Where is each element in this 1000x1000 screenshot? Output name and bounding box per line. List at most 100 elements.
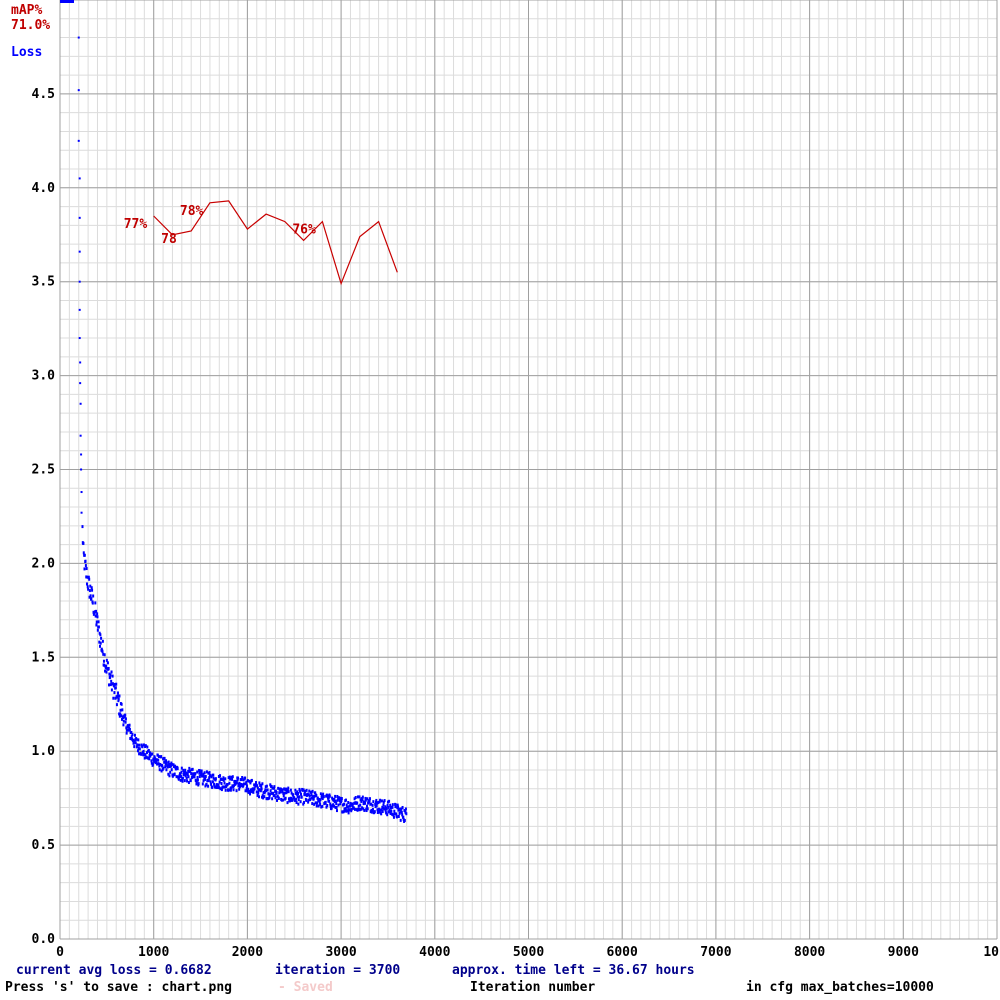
loss-point bbox=[404, 809, 407, 813]
loss-point bbox=[255, 790, 258, 794]
loss-point bbox=[200, 769, 203, 773]
loss-point bbox=[199, 769, 202, 773]
loss-point bbox=[238, 787, 241, 791]
loss-point bbox=[127, 728, 130, 732]
loss-point bbox=[187, 781, 190, 785]
loss-point bbox=[359, 807, 362, 811]
loss-point bbox=[265, 784, 268, 788]
loss-point bbox=[212, 776, 215, 780]
loss-point bbox=[133, 733, 136, 737]
loss-point bbox=[388, 810, 391, 814]
loss-point bbox=[204, 777, 207, 781]
loss-point bbox=[146, 745, 149, 749]
loss-point bbox=[286, 801, 289, 805]
loss-point bbox=[95, 620, 98, 624]
loss-point bbox=[108, 683, 111, 687]
loss-point bbox=[379, 808, 382, 812]
loss-point bbox=[340, 798, 343, 802]
loss-point bbox=[89, 594, 92, 598]
loss-point bbox=[180, 770, 183, 774]
loss-point bbox=[132, 741, 135, 745]
loss-point bbox=[107, 666, 110, 670]
chart-grid bbox=[59, 0, 998, 940]
loss-point bbox=[182, 768, 185, 772]
saved-indicator: - Saved bbox=[278, 980, 333, 995]
map-series bbox=[153, 200, 398, 286]
loss-point bbox=[200, 771, 203, 775]
loss-point bbox=[310, 796, 313, 800]
loss-point bbox=[163, 756, 166, 760]
loss-point bbox=[201, 782, 204, 786]
loss-point bbox=[99, 633, 102, 637]
loss-point bbox=[207, 784, 210, 788]
map-line bbox=[153, 200, 398, 286]
loss-point bbox=[84, 564, 87, 568]
loss-point bbox=[343, 802, 346, 806]
loss-point bbox=[360, 799, 363, 803]
loss-point bbox=[192, 772, 195, 776]
loss-point bbox=[195, 782, 198, 786]
loss-point bbox=[337, 803, 340, 807]
loss-point bbox=[375, 798, 378, 802]
loss-point bbox=[387, 810, 390, 814]
loss-point bbox=[387, 805, 390, 809]
loss-point bbox=[164, 762, 167, 766]
loss-point bbox=[104, 666, 107, 670]
loss-point bbox=[80, 491, 83, 494]
loss-point bbox=[257, 791, 260, 795]
loss-point bbox=[77, 36, 80, 39]
loss-point bbox=[293, 798, 296, 802]
loss-point bbox=[228, 781, 231, 785]
loss-point bbox=[88, 577, 91, 581]
loss-point bbox=[205, 782, 208, 786]
loss-point bbox=[294, 791, 297, 795]
map-legend-title: mAP% bbox=[11, 3, 42, 18]
loss-point bbox=[101, 639, 104, 643]
loss-point bbox=[352, 806, 355, 810]
loss-point bbox=[256, 793, 259, 797]
loss-point bbox=[397, 805, 400, 809]
loss-point bbox=[378, 810, 381, 814]
loss-point bbox=[118, 694, 121, 698]
loss-point bbox=[243, 782, 246, 786]
loss-point bbox=[312, 797, 315, 801]
loss-point bbox=[311, 802, 314, 806]
loss-point bbox=[195, 780, 198, 784]
loss-point bbox=[201, 774, 204, 778]
loss-point bbox=[345, 803, 348, 807]
loss-point bbox=[147, 749, 150, 753]
loss-point bbox=[296, 795, 299, 799]
loss-point bbox=[79, 434, 82, 437]
loss-point bbox=[275, 790, 278, 794]
loss-point bbox=[196, 778, 199, 782]
loss-point bbox=[125, 731, 128, 735]
loss-point bbox=[404, 807, 407, 811]
loss-point bbox=[102, 659, 105, 663]
loss-point bbox=[392, 815, 395, 819]
loss-point bbox=[247, 787, 250, 791]
loss-point bbox=[279, 790, 282, 794]
loss-point bbox=[276, 798, 279, 802]
loss-point bbox=[223, 781, 226, 785]
loss-point bbox=[196, 775, 199, 779]
loss-point bbox=[399, 808, 402, 812]
loss-point bbox=[217, 774, 220, 778]
loss-point bbox=[222, 776, 225, 780]
loss-point bbox=[381, 809, 384, 813]
loss-point bbox=[269, 789, 272, 793]
loss-point bbox=[78, 308, 81, 311]
loss-point bbox=[203, 771, 206, 775]
loss-point bbox=[354, 795, 357, 799]
loss-point bbox=[358, 795, 361, 799]
loss-point bbox=[357, 804, 360, 808]
loss-point bbox=[219, 774, 222, 778]
save-hint: Press 's' to save : chart.png bbox=[5, 980, 232, 995]
loss-point bbox=[224, 788, 227, 792]
loss-point bbox=[228, 775, 231, 779]
loss-point bbox=[232, 784, 235, 788]
loss-point bbox=[113, 682, 116, 686]
loss-point bbox=[151, 752, 154, 756]
loss-point bbox=[194, 772, 197, 776]
loss-point bbox=[299, 800, 302, 804]
loss-point bbox=[165, 759, 168, 763]
